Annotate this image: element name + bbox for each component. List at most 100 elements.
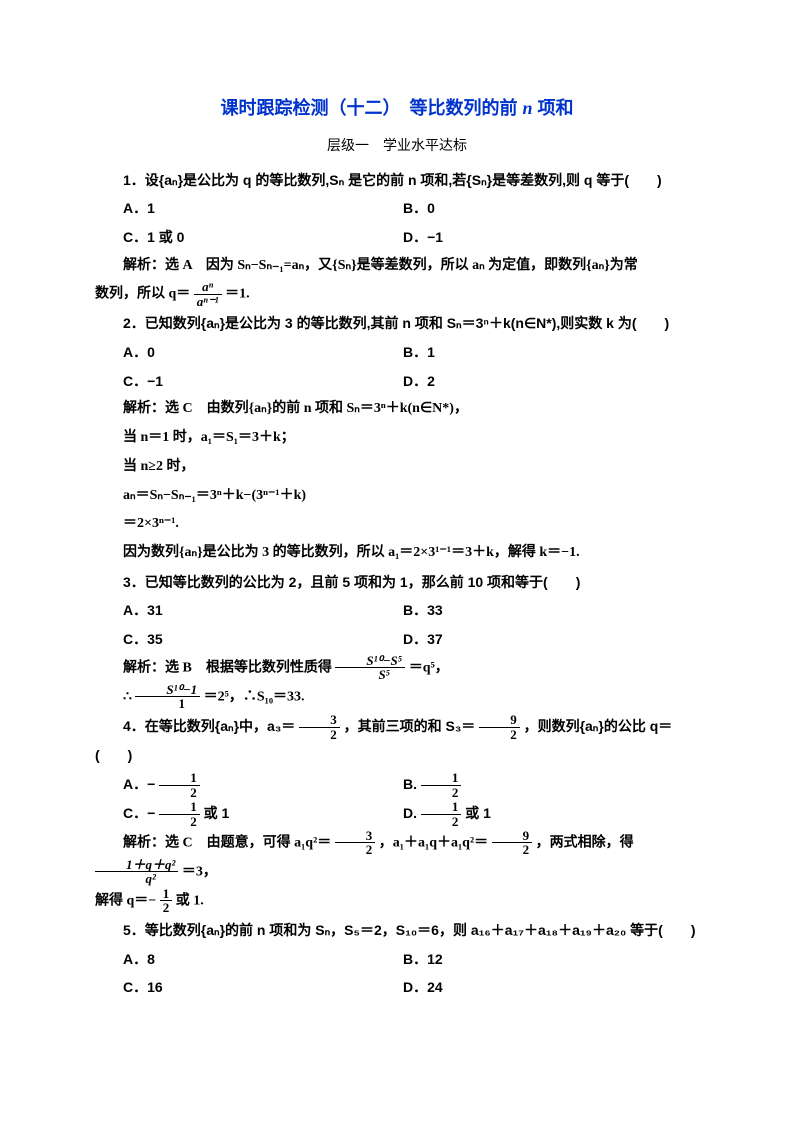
fraction-icon: 92 — [492, 829, 533, 857]
title-text-b: 项和 — [533, 98, 574, 118]
q1-solution-a: 解析：选 A 因为 Sₙ−Sₙ₋₁=aₙ，又{Sₙ}是等差数列，所以 aₙ 为定… — [95, 252, 699, 281]
q5-stem: 5．等比数列{aₙ}的前 n 项和为 Sₙ，S₅＝2，S₁₀＝6，则 a₁₆＋a… — [95, 916, 699, 945]
q3-sol-a: 解析：选 B 根据等比数列性质得 S¹⁰−S⁵S⁵ ＝q⁵， — [95, 654, 699, 683]
fraction-icon: 12 — [421, 771, 462, 799]
q3-sol-b: ∴ S¹⁰−11 ＝2⁵，∴S₁₀＝33. — [95, 683, 699, 712]
q4-sol-c-text: ，两式相除，得 — [536, 835, 634, 850]
q3-sol-d-text: ＝2⁵，∴S₁₀＝33. — [204, 689, 305, 704]
page-title: 课时跟踪检测（十二） 等比数列的前 n 项和 — [95, 90, 699, 127]
q2-opt-b: B．1 — [375, 338, 435, 367]
frac-num: 1 — [159, 800, 200, 814]
title-text-a: 课时跟踪检测（十二） 等比数列的前 — [220, 98, 522, 118]
fraction-icon: 32 — [299, 713, 340, 741]
fraction-icon: aⁿaⁿ⁻¹ — [194, 280, 222, 308]
frac-den: 2 — [479, 727, 520, 742]
q2-opt-c: C．−1 — [95, 367, 375, 396]
fraction-icon: 12 — [160, 887, 173, 915]
q4-stem-b: ，其前三项的和 S₃＝ — [344, 718, 476, 734]
frac-num: 1 — [159, 771, 200, 785]
q4-stem-a: 4．在等比数列{aₙ}中，a₃＝ — [123, 718, 295, 734]
fraction-icon: S¹⁰−S⁵S⁵ — [335, 654, 405, 682]
q5-opt-d: D．24 — [375, 973, 443, 1002]
q4-sol-e-text: 解得 q＝− — [95, 893, 156, 908]
q4-sol-f-text: 或 1. — [176, 893, 204, 908]
q3-opt-d: D．37 — [375, 625, 443, 654]
frac-den: S⁵ — [335, 667, 405, 682]
fraction-icon: S¹⁰−11 — [135, 683, 200, 711]
fraction-icon: 12 — [159, 771, 200, 799]
fraction-icon: 92 — [479, 713, 520, 741]
q2-sol-c: 当 n≥2 时， — [95, 453, 699, 482]
q1-opt-b: B．0 — [375, 194, 435, 223]
frac-den: 2 — [492, 842, 533, 857]
frac-num: 3 — [299, 713, 340, 727]
q4-sol-d-text: ＝3， — [182, 864, 217, 879]
q2-sol-a: 解析：选 C 由数列{aₙ}的前 n 项和 Sₙ＝3ⁿ＋k(n∈N*)， — [95, 395, 699, 424]
fraction-icon: 12 — [421, 800, 462, 828]
frac-den: 2 — [299, 727, 340, 742]
q3-sol-c-text: ∴ — [123, 689, 132, 704]
q3-opt-c: C．35 — [95, 625, 375, 654]
subtitle: 层级一 学业水平达标 — [95, 133, 699, 162]
frac-den: aⁿ⁻¹ — [194, 294, 222, 309]
q1-opt-c: C．1 或 0 — [95, 223, 375, 252]
frac-den: 2 — [159, 785, 200, 800]
fraction-icon: 1＋q＋q²q² — [95, 858, 178, 886]
frac-den: 2 — [421, 785, 462, 800]
q4-a-pre: A．− — [123, 776, 155, 792]
q2-sol-f: 因为数列{aₙ}是公比为 3 的等比数列，所以 a₁＝2×3¹⁻¹＝3＋k，解得… — [95, 539, 699, 568]
q3-opt-b: B．33 — [375, 596, 443, 625]
q4-stem: 4．在等比数列{aₙ}中，a₃＝ 32 ，其前三项的和 S₃＝ 92 ，则数列{… — [95, 712, 699, 770]
q3-opt-a: A．31 — [95, 596, 375, 625]
q1-opt-a: A．1 — [95, 194, 375, 223]
q5-opt-b: B．12 — [375, 945, 443, 974]
fraction-icon: 12 — [159, 800, 200, 828]
frac-num: 3 — [335, 829, 376, 843]
frac-num: 1 — [421, 771, 462, 785]
q4-sol-a-text: 解析：选 C 由题意，可得 a₁q²＝ — [123, 835, 331, 850]
q5-opt-c: C．16 — [95, 973, 375, 1002]
q4-c-suf: 或 1 — [204, 805, 230, 821]
q2-opt-d: D．2 — [375, 367, 435, 396]
frac-num: 1 — [160, 887, 173, 901]
frac-num: S¹⁰−S⁵ — [335, 654, 405, 668]
q1-opt-d: D．−1 — [375, 223, 443, 252]
q5-opt-a: A．8 — [95, 945, 375, 974]
q3-sol-b-text: ＝q⁵， — [409, 660, 449, 675]
frac-den: 2 — [421, 814, 462, 829]
q4-d-pre: D. — [403, 805, 417, 821]
frac-num: 9 — [492, 829, 533, 843]
frac-den: 1 — [135, 696, 200, 711]
q1-sol-c-text: ＝1. — [225, 287, 250, 302]
frac-den: 2 — [159, 814, 200, 829]
q4-sol-b: 解得 q＝− 12 或 1. — [95, 887, 699, 916]
frac-num: 1 — [421, 800, 462, 814]
frac-num: S¹⁰−1 — [135, 683, 200, 697]
fraction-icon: 32 — [335, 829, 376, 857]
q4-sol-b-text: ，a₁＋a₁q＋a₁q²＝ — [379, 835, 488, 850]
q4-opt-a: A．− 12 — [95, 770, 375, 799]
q1-sol-b-text: 数列，所以 q＝ — [95, 287, 190, 302]
q1-stem: 1．设{aₙ}是公比为 q 的等比数列,Sₙ 是它的前 n 项和,若{Sₙ}是等… — [95, 166, 699, 195]
q4-d-suf: 或 1 — [465, 805, 491, 821]
q4-b-pre: B. — [403, 776, 417, 792]
frac-num: aⁿ — [194, 280, 222, 294]
q4-sol-a: 解析：选 C 由题意，可得 a₁q²＝ 32 ，a₁＋a₁q＋a₁q²＝ 92 … — [95, 829, 699, 887]
q2-sol-d: aₙ＝Sₙ−Sₙ₋₁＝3ⁿ＋k−(3ⁿ⁻¹＋k) — [95, 482, 699, 511]
q2-opt-a: A．0 — [95, 338, 375, 367]
q4-opt-d: D. 12 或 1 — [375, 799, 491, 828]
title-n: n — [522, 98, 532, 118]
frac-den: 2 — [160, 900, 173, 915]
q2-stem: 2．已知数列{aₙ}是公比为 3 的等比数列,其前 n 项和 Sₙ＝3ⁿ＋k(n… — [95, 309, 699, 338]
frac-den: 2 — [335, 842, 376, 857]
frac-num: 1＋q＋q² — [95, 858, 178, 872]
q1-solution-b: 数列，所以 q＝ aⁿaⁿ⁻¹ ＝1. — [95, 280, 699, 309]
q2-sol-e: ＝2×3ⁿ⁻¹. — [95, 510, 699, 539]
frac-den: q² — [95, 871, 178, 886]
frac-num: 9 — [479, 713, 520, 727]
q3-stem: 3．已知等比数列的公比为 2，且前 5 项和为 1，那么前 10 项和等于( ) — [95, 568, 699, 597]
q2-sol-b: 当 n＝1 时，a₁＝S₁＝3＋k； — [95, 424, 699, 453]
q3-sol-a-text: 解析：选 B 根据等比数列性质得 — [123, 660, 332, 675]
q4-c-pre: C．− — [123, 805, 155, 821]
q4-opt-b: B. 12 — [375, 770, 461, 799]
